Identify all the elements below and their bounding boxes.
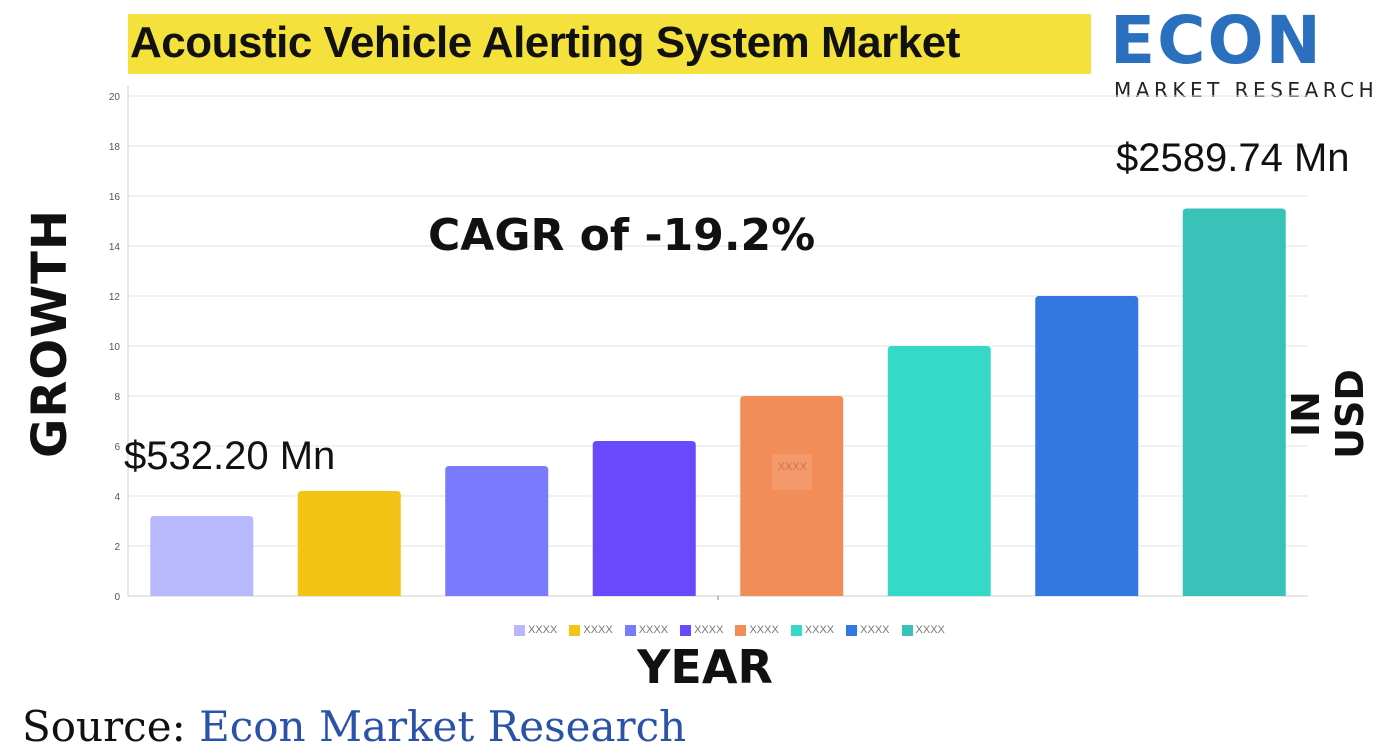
legend-swatch: [624, 624, 636, 636]
bar: [592, 441, 696, 596]
chart-title: Acoustic Vehicle Alerting System Market: [130, 18, 960, 67]
y-tick-label: 6: [114, 442, 120, 453]
legend-swatch: [514, 624, 525, 636]
legend-label: XXXX: [860, 624, 890, 636]
cagr-annotation: CAGR of -19.2%: [428, 210, 816, 261]
bar: [1035, 296, 1139, 596]
y-tick-label: 4: [114, 492, 120, 503]
right-axis-label: IN USD: [1284, 369, 1372, 459]
y-tick-label: 2: [114, 542, 120, 553]
bar: [445, 466, 549, 596]
y-tick-label: 20: [109, 92, 121, 103]
y-tick-label: 18: [109, 142, 121, 153]
legend-item[interactable]: XXXX: [735, 624, 779, 636]
y-tick-label: 8: [114, 392, 120, 403]
legend-item[interactable]: XXXX: [514, 624, 557, 636]
legend-label: XXXX: [528, 624, 558, 636]
bar: [887, 346, 991, 596]
y-tick-label: 10: [109, 342, 121, 353]
legend-item[interactable]: XXXX: [624, 624, 669, 636]
econ-logo: ECON MARKET RESEARCH: [1110, 2, 1374, 106]
legend-label: XXXX: [915, 624, 945, 636]
y-tick-label: 14: [109, 242, 121, 253]
bar: [1182, 208, 1286, 596]
legend-item[interactable]: XXXX: [569, 624, 613, 636]
end-value-annotation: $2589.74 Mn: [1116, 136, 1350, 180]
source-name: Econ Market Research: [199, 702, 687, 751]
legend-item[interactable]: XXXX: [790, 624, 835, 636]
bar: [740, 396, 844, 596]
y-tick-label: 0: [114, 592, 120, 603]
legend-item[interactable]: XXXX: [901, 624, 945, 636]
y-tick-label: 12: [109, 292, 121, 303]
legend-swatch: [846, 624, 858, 636]
y-axis-label: GROWTH: [22, 208, 78, 458]
legend-swatch: [901, 624, 913, 636]
bar: [297, 491, 401, 596]
legend-label: XXXX: [583, 624, 613, 636]
legend-swatch: [735, 624, 747, 636]
source-line: Source: Econ Market Research: [22, 702, 686, 751]
logo-word: ECON: [1110, 2, 1323, 79]
legend-item[interactable]: XXXX: [680, 624, 723, 636]
chart-legend: XXXX XXXX XXXX XXXX XXXX XXXX XXXX XXXX: [514, 624, 951, 636]
logo-subtitle: MARKET RESEARCH: [1114, 78, 1379, 102]
x-axis-label: YEAR: [637, 640, 773, 694]
legend-label: XXXX: [804, 624, 835, 636]
legend-item[interactable]: XXXX: [846, 624, 890, 636]
legend-label: XXXX: [749, 624, 779, 636]
legend-swatch: [680, 624, 692, 636]
source-prefix: Source:: [22, 702, 186, 751]
start-value-annotation: $532.20 Mn: [124, 434, 336, 478]
bar-label-box: [771, 454, 812, 490]
legend-label: XXXX: [638, 624, 669, 636]
title-highlight: [128, 14, 1091, 74]
legend-swatch: [790, 624, 802, 636]
legend-label: XXXX: [694, 624, 724, 636]
legend-swatch: [569, 624, 581, 636]
y-tick-label: 16: [109, 192, 121, 203]
bar-inner-label: XXXX: [778, 461, 808, 473]
bar: [150, 516, 254, 596]
